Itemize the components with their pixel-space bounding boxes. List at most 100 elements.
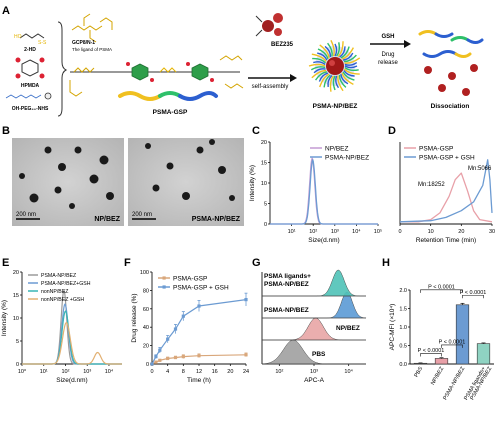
- legend-label: PSMA-NP/BEZ: [41, 273, 76, 279]
- tem-right-particles: [145, 139, 235, 201]
- tem-particle: [74, 146, 82, 154]
- np-chain: [342, 71, 355, 81]
- np-chain: [313, 68, 326, 74]
- bar-3: [476, 343, 491, 365]
- x-tick-label: 0: [398, 229, 401, 235]
- category-label: PBS: [414, 366, 425, 379]
- np-chain: [342, 52, 354, 61]
- y-tick-label: 15: [13, 293, 19, 299]
- np-chain: [341, 47, 355, 60]
- x-tick-label: 10: [428, 229, 434, 235]
- label-2hd: 2-HD: [24, 47, 36, 53]
- x-tick-label: 20: [227, 369, 233, 375]
- dissociated-chains-icon: [418, 30, 484, 96]
- tem-label-left: NP/BEZ: [94, 216, 120, 223]
- series-line-2: [22, 310, 122, 365]
- np-chain: [344, 61, 358, 66]
- np-chain: [319, 73, 330, 88]
- np-chain: [344, 66, 359, 72]
- data-point: [158, 358, 162, 362]
- annotation-mn-2: Mn:5066: [468, 166, 492, 172]
- label-lig-line1: PSMA ligands+: [264, 273, 311, 280]
- legend-marker: [162, 285, 166, 289]
- y-tick-label: 20: [143, 344, 149, 350]
- x-tick-label: 4: [166, 369, 169, 375]
- data-point: [150, 362, 154, 366]
- panel-label-a: A: [2, 5, 10, 17]
- legend-label: PSMA-GSP + GSH: [419, 155, 475, 162]
- y-tick-label: 80: [143, 288, 149, 294]
- label-release-1: Drug: [381, 52, 394, 58]
- panel-c: C 0 5 10 15 20 10¹ 10² 10³ 10⁴ 10⁵ NP/BEZ PSMA-NP/B…: [249, 125, 382, 244]
- y-tick-label: 0.5: [399, 344, 407, 350]
- panel-label-e: E: [2, 257, 9, 269]
- legend-label: PSMA-GSP + GSH: [173, 285, 229, 292]
- panel-label-h: H: [382, 257, 390, 269]
- significance-bracket: [420, 289, 463, 293]
- label-pbs: PBS: [312, 351, 326, 358]
- np-chain: [338, 74, 347, 88]
- y-axis-label: Intensity (%): [249, 165, 256, 201]
- x-tick-label: 10⁵: [374, 228, 382, 235]
- scale-label-right: 200 nm: [132, 212, 152, 218]
- np-chain: [318, 72, 329, 82]
- x-axis-label: Size(d.nm): [56, 377, 87, 384]
- y-tick-label: 10: [261, 181, 267, 187]
- y-tick-label: 0: [146, 362, 149, 368]
- y-tick-label: 100: [140, 270, 149, 276]
- np-chain: [312, 57, 327, 64]
- significance-label: P < 0.0001: [418, 348, 445, 354]
- np-chain: [327, 74, 333, 88]
- panel-d: D 0 10 20 30 PSMA-GSP PSMA-GSP + GSH Mn:18252 M…: [388, 125, 495, 244]
- np-chain: [332, 75, 336, 91]
- x-tick-label: 10²: [309, 229, 317, 235]
- annotation-mn-1: Mn:18252: [418, 182, 445, 188]
- y-axis-label: Intensity (%): [1, 300, 8, 336]
- panel-e: E 0 5 10 15 20 10⁰ 10¹ 10² 10³ 10⁴ PSMA-NP/BEZ PSMA…: [1, 257, 122, 384]
- tem-particle: [209, 139, 215, 145]
- data-point: [154, 355, 158, 359]
- data-point: [154, 360, 158, 364]
- tem-particle: [106, 192, 114, 200]
- data-point: [173, 327, 178, 331]
- series-line-3: [22, 321, 122, 365]
- np-chain: [343, 70, 355, 77]
- brace-icon: [57, 21, 68, 117]
- x-tick-label: 10³: [83, 369, 91, 375]
- nanoparticle-icon: [308, 40, 361, 92]
- x-tick-label: 16: [212, 369, 218, 375]
- tem-particle: [19, 173, 25, 179]
- label-nanoparticle: PSMA-NP/BEZ: [313, 103, 358, 110]
- label-peg: OH-PEG₄₀-NHS: [12, 106, 49, 112]
- label-hpmda: HPMDA: [21, 83, 40, 89]
- np-chain: [334, 43, 338, 57]
- x-tick-label: 10³: [331, 229, 339, 235]
- x-tick-label: 10²: [62, 369, 70, 375]
- label-polymer: PSMA-GSP: [153, 109, 188, 116]
- x-axis-label: APC-A: [304, 377, 325, 384]
- data-point: [166, 337, 170, 341]
- bar-2: [455, 304, 470, 365]
- psma-gsp-chain: [118, 91, 218, 101]
- np-chain: [314, 71, 328, 81]
- label-drug: BEZ235: [271, 42, 294, 48]
- ligand-structure: [71, 13, 113, 43]
- legend-marker: [162, 276, 166, 280]
- panel-a: A HO S-S 2-HD HPMDA OH-PEG₄₀-NHS: [2, 5, 484, 117]
- series-line-1: [399, 159, 493, 223]
- y-axis-label: APC-MFI (×10⁴): [389, 304, 396, 351]
- np-chain: [340, 73, 349, 85]
- tem-particle: [69, 203, 75, 209]
- tem-particle: [54, 186, 62, 194]
- category-label: NP/BEZ: [430, 365, 445, 386]
- x-tick-label: 12: [196, 369, 202, 375]
- y-tick-label: 40: [143, 325, 149, 331]
- svg-text:HO: HO: [14, 34, 22, 40]
- x-tick-label: 0: [150, 369, 153, 375]
- y-axis-label: Drug release (%): [131, 293, 138, 342]
- tem-particle: [145, 143, 151, 149]
- y-tick-label: 20: [261, 140, 267, 146]
- x-tick-label: 8: [182, 369, 185, 375]
